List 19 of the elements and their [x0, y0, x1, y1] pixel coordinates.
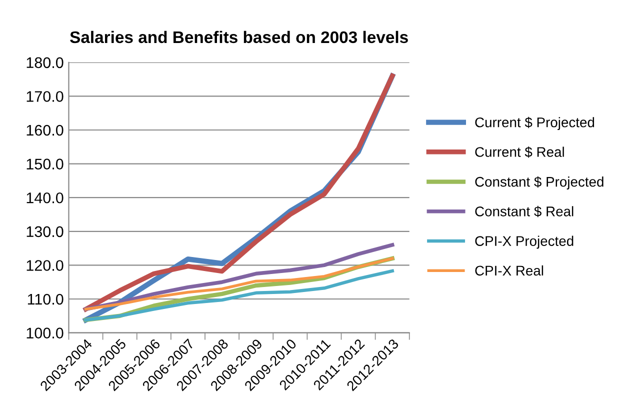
y-tick-label: 140.0 — [26, 192, 64, 204]
y-tick-label: 160.0 — [26, 124, 64, 136]
y-tick-label: 180.0 — [26, 57, 64, 68]
legend-label: Constant $ Real — [475, 206, 574, 218]
line-series — [84, 257, 394, 311]
y-tick-label: 150.0 — [26, 158, 64, 170]
y-tick-label: 120.0 — [26, 260, 64, 271]
legend-label: Current $ Real — [475, 146, 564, 158]
y-tick-label: 170.0 — [26, 91, 64, 102]
legend-label: Current $ Projected — [475, 116, 594, 130]
line-series — [84, 269, 394, 322]
y-tick-label: 110.0 — [28, 294, 64, 305]
legend-label: CPI-X Projected — [475, 236, 574, 249]
legend-label: Constant $ Projected — [475, 176, 604, 190]
y-tick-label: 130.0 — [26, 226, 64, 238]
line-series — [84, 243, 394, 312]
legend-label: CPI-X Real — [475, 265, 544, 276]
chart-title: Salaries and Benefits based on 2003 levels — [70, 30, 408, 44]
y-tick-label: 100.0 — [26, 328, 64, 338]
